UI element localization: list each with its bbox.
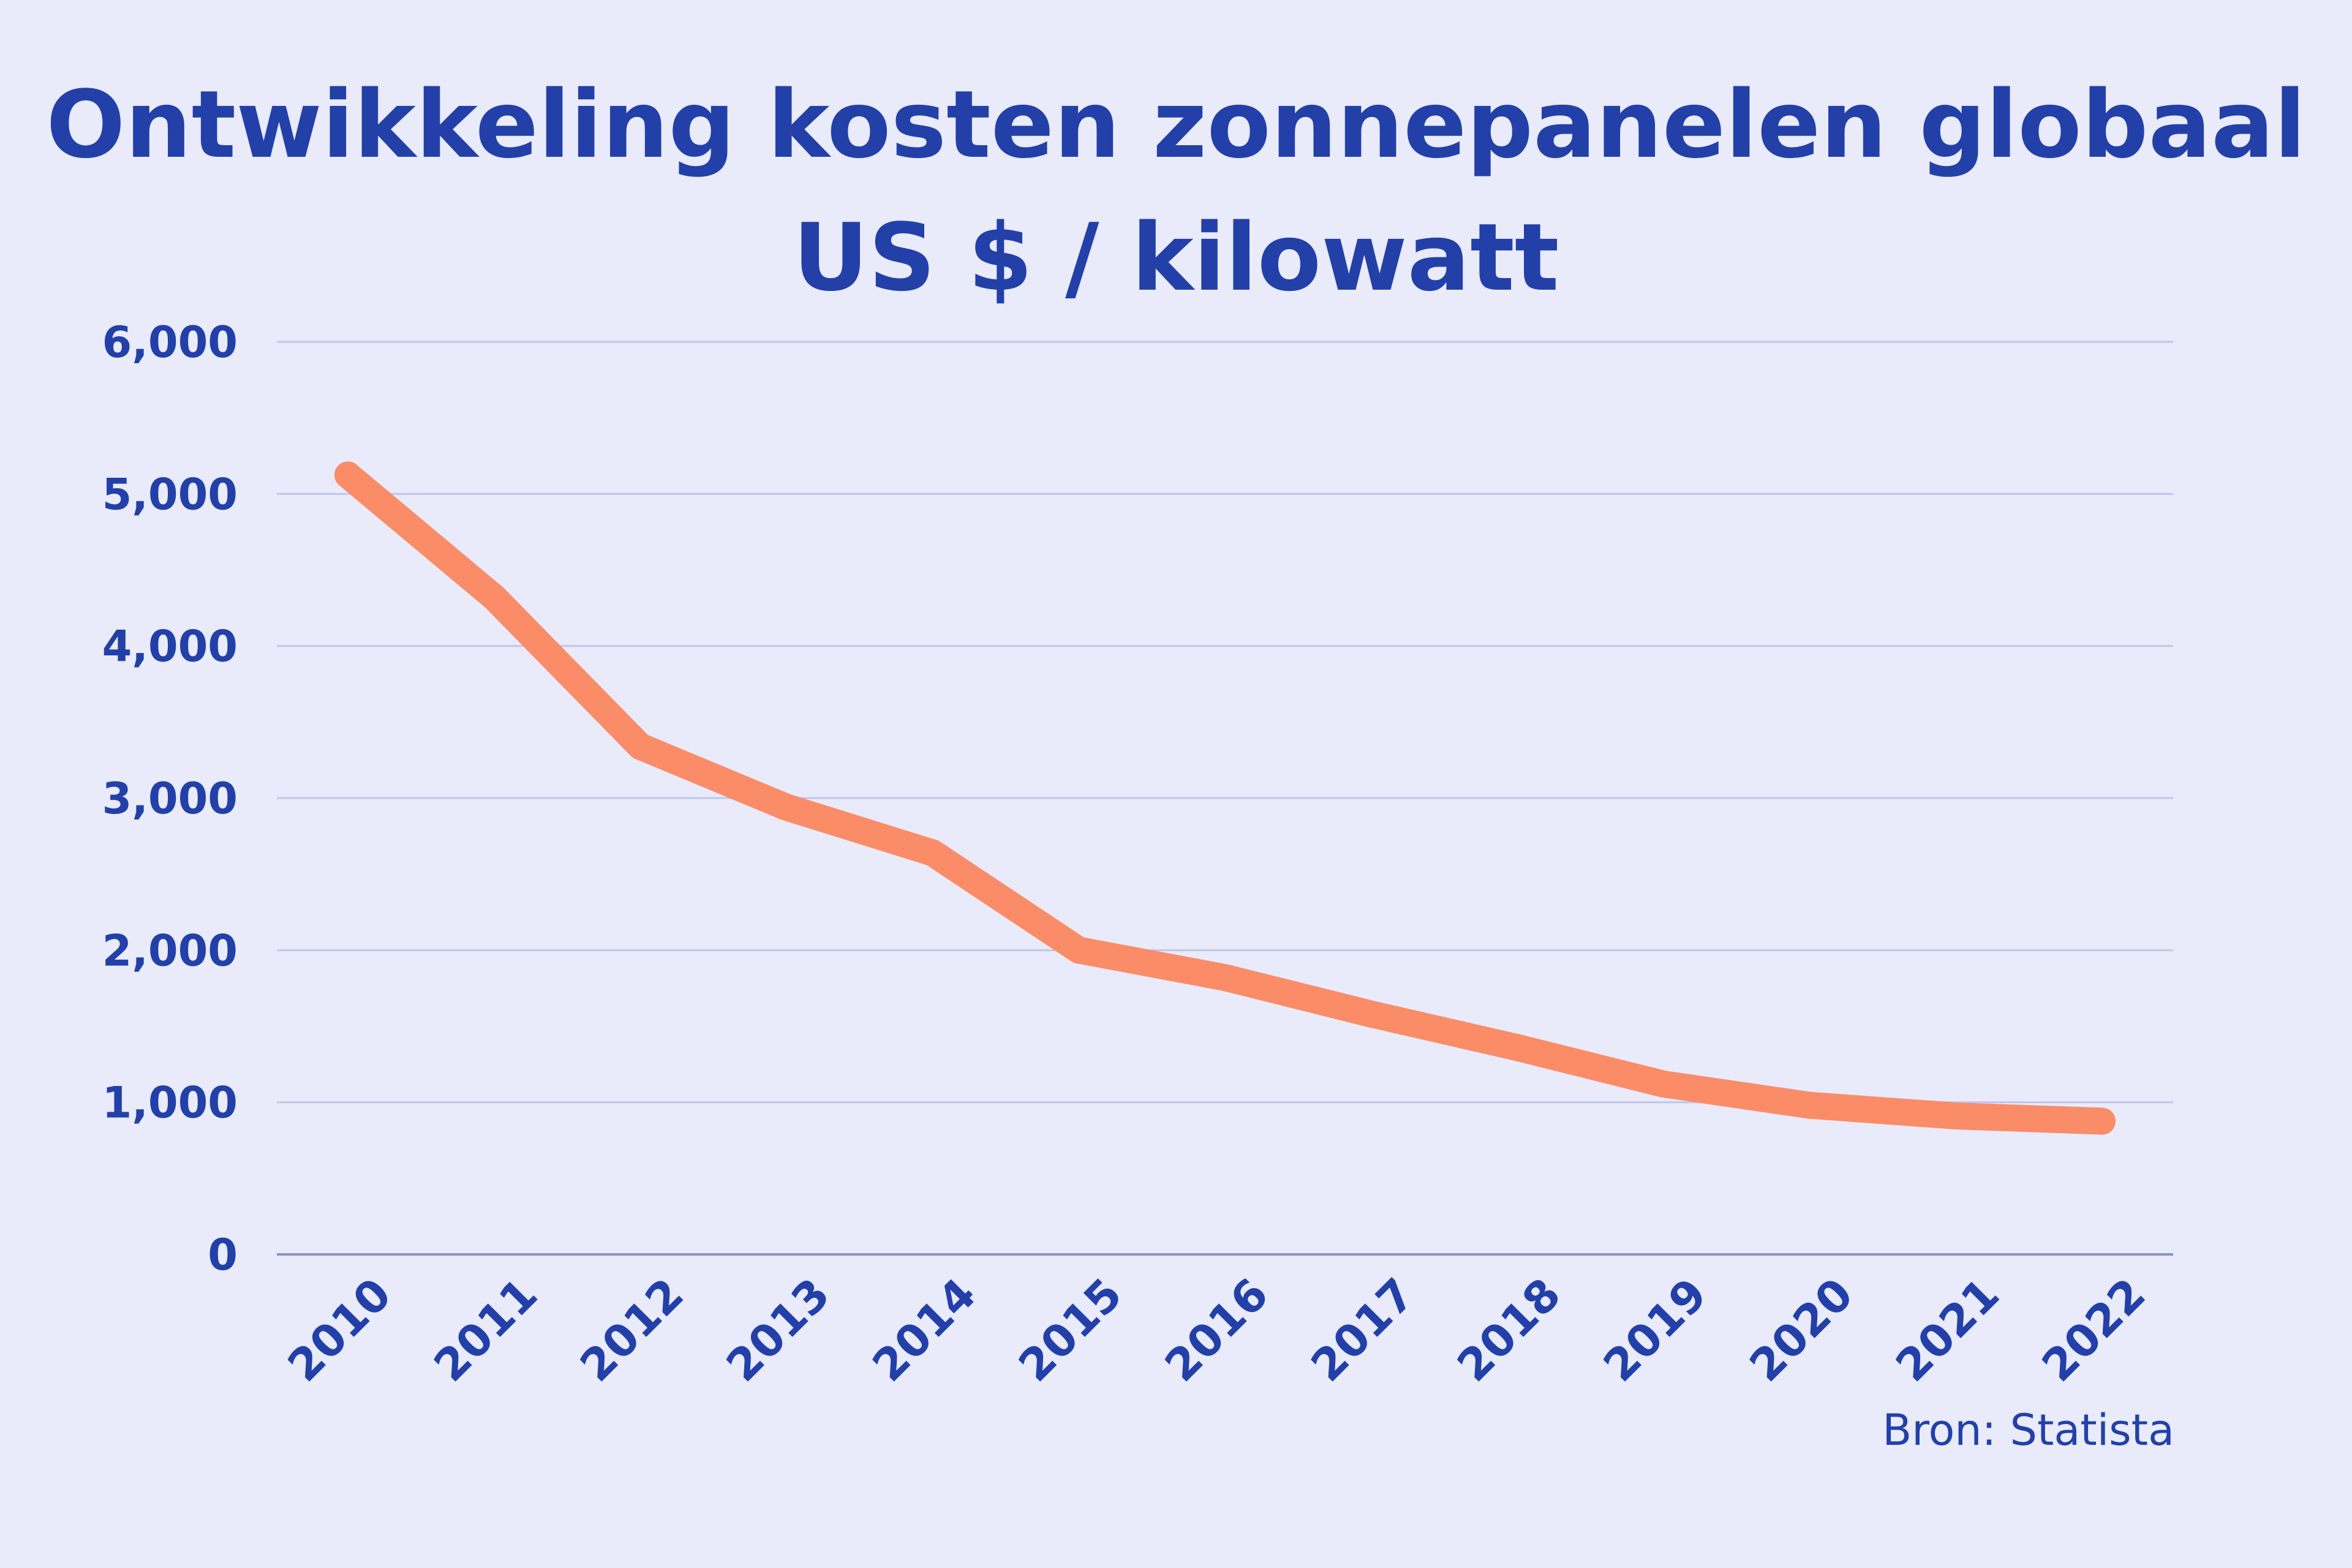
x-tick-label: 2012 [570, 1268, 693, 1392]
source-note: Bron: Statista [1882, 1405, 2174, 1455]
x-tick-label: 2014 [862, 1268, 986, 1392]
x-tick-label: 2015 [1009, 1268, 1132, 1392]
series-layer [334, 461, 2116, 1135]
data-point [1357, 1000, 1385, 1028]
chart-title: Ontwikkeling kosten zonnepanelen globaal [46, 70, 2306, 179]
y-tick-label: 2,000 [102, 925, 238, 976]
data-point [2089, 1107, 2116, 1135]
y-tick-label: 1,000 [102, 1078, 238, 1128]
x-tick-label: 2017 [1301, 1268, 1424, 1392]
data-point [1650, 1070, 1677, 1098]
data-point [1504, 1034, 1531, 1061]
data-point [1796, 1091, 1823, 1119]
data-point [773, 793, 800, 821]
x-tick-label: 2016 [1155, 1268, 1278, 1392]
y-tick-label: 5,000 [102, 469, 238, 519]
chart-subtitle: US $ / kilowatt [793, 203, 1559, 312]
y-axis-tick-labels: 0 1,000 2,000 3,000 4,000 5,000 6,000 [102, 317, 238, 1280]
data-point [919, 839, 946, 867]
y-tick-label: 6,000 [102, 317, 238, 368]
data-point [1065, 937, 1093, 964]
data-point [334, 461, 361, 489]
x-tick-label: 2022 [2032, 1268, 2155, 1392]
data-point [627, 733, 654, 760]
y-tick-label: 3,000 [102, 774, 238, 824]
data-point [480, 584, 508, 611]
x-tick-label: 2020 [1740, 1268, 1863, 1392]
x-tick-label: 2021 [1886, 1268, 2009, 1392]
y-tick-label: 4,000 [102, 622, 238, 672]
x-axis-tick-labels: 2010 2011 2012 2013 2014 2015 2016 2017 2018 2019… [278, 1268, 2155, 1392]
x-tick-label: 2011 [424, 1268, 547, 1392]
x-tick-label: 2013 [717, 1268, 840, 1392]
x-tick-label: 2018 [1447, 1268, 1570, 1392]
x-tick-label: 2010 [278, 1268, 401, 1392]
y-tick-label: 0 [208, 1230, 238, 1280]
data-point [1942, 1102, 1970, 1130]
x-tick-label: 2019 [1594, 1268, 1717, 1392]
gridlines [277, 341, 2173, 1256]
data-point [1212, 964, 1238, 992]
